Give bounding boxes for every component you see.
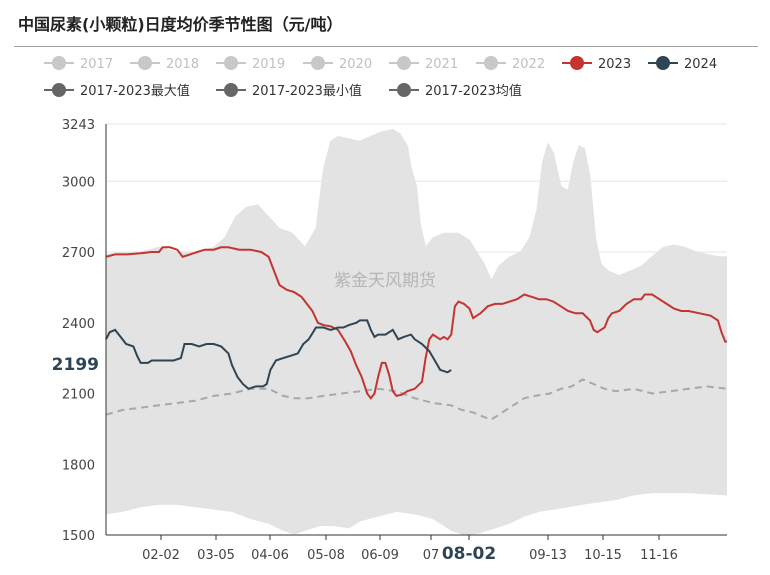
y-tick-label: 1800: [62, 458, 95, 473]
x-tick-label: 07: [423, 548, 440, 563]
legend-item-2018-marker[interactable]: [138, 56, 152, 70]
x-tick-label: 10-15: [584, 548, 622, 563]
y-tick-label: 3243: [62, 118, 95, 133]
series-2017-2023-avg[interactable]: [105, 378, 728, 421]
legend-item-2023-label[interactable]: 2023: [598, 57, 631, 72]
y-tick-label: 2400: [62, 317, 95, 332]
series-2024-line[interactable]: [105, 319, 452, 390]
legend-item-2017-label[interactable]: 2017: [80, 57, 113, 72]
legend-item-2017-2023-label[interactable]: 2017-2023均值: [425, 83, 522, 99]
y-tick-label: 2700: [62, 246, 95, 261]
legend-item-2017-2023-marker[interactable]: [224, 83, 238, 97]
title-divider: [14, 46, 758, 47]
legend-item-2022-label[interactable]: 2022: [512, 57, 545, 72]
x-tick-label: 09-13: [529, 548, 567, 563]
chart-title: 中国尿素(小颗粒)日度均价季节性图（元/吨）: [18, 15, 343, 34]
x-tick-label: 02-02: [142, 548, 180, 563]
legend-item-2021-marker[interactable]: [397, 56, 411, 70]
legend-item-2017-2023-marker[interactable]: [52, 83, 66, 97]
y-tick-label: 3000: [62, 175, 95, 190]
legend-item-2021-label[interactable]: 2021: [425, 57, 458, 72]
x-tick-label: 04-06: [251, 548, 289, 563]
x-cursor-label: 08-02: [442, 544, 496, 564]
y-tick-label: 1500: [62, 529, 95, 544]
legend-item-2024-marker[interactable]: [656, 56, 670, 70]
y-cursor-label: 2199: [52, 355, 99, 375]
legend-item-2020-marker[interactable]: [311, 56, 325, 70]
legend-item-2022-marker[interactable]: [484, 56, 498, 70]
series-band-max-min: [106, 129, 727, 535]
legend-item-2017-2023-marker[interactable]: [397, 83, 411, 97]
legend-item-2019-marker[interactable]: [224, 56, 238, 70]
legend-item-2020-label[interactable]: 2020: [339, 57, 372, 72]
watermark: 紫金天风期货: [334, 271, 436, 291]
x-tick-label: 03-05: [197, 548, 235, 563]
legend-item-2019-label[interactable]: 2019: [252, 57, 285, 72]
y-cursor-box: [52, 351, 102, 376]
y-tick-label: 2100: [62, 388, 95, 403]
x-tick-label: 05-08: [307, 548, 345, 563]
series-2017-2023-max[interactable]: [105, 128, 727, 282]
x-tick-label: 11-16: [640, 548, 678, 563]
x-tick-label: 06-09: [361, 548, 399, 563]
legend-item-2023-marker[interactable]: [570, 56, 584, 70]
legend-item-2017-2023-label[interactable]: 2017-2023最小值: [252, 83, 362, 99]
legend-item-2017-2023-label[interactable]: 2017-2023最大值: [80, 83, 190, 99]
legend-item-2018-label[interactable]: 2018: [166, 57, 199, 72]
legend-item-2017-marker[interactable]: [52, 56, 66, 70]
series-2017-2023-min[interactable]: [105, 492, 728, 536]
legend-item-2024-label[interactable]: 2024: [684, 57, 717, 72]
